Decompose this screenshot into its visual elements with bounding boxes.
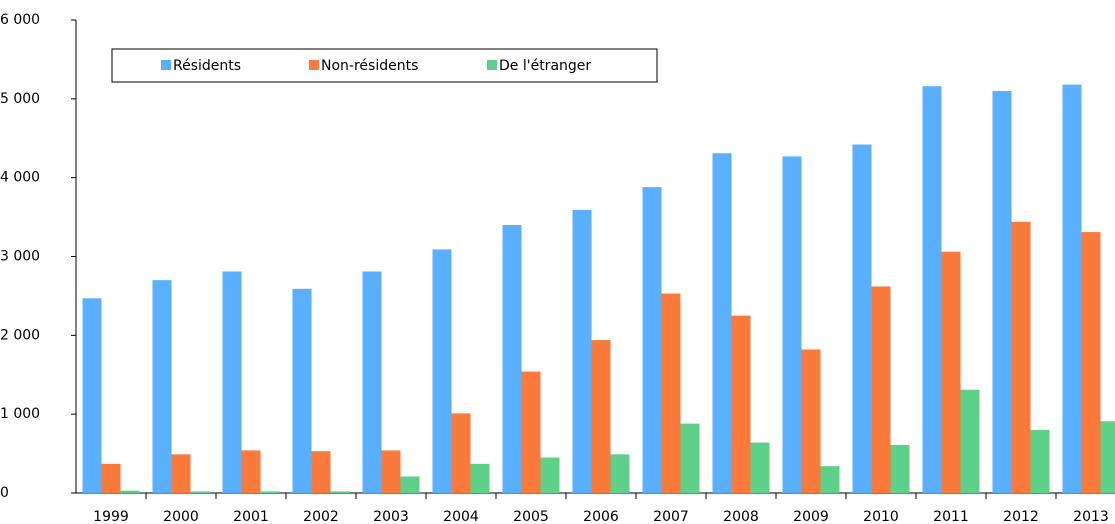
bar xyxy=(1100,421,1115,493)
x-tick-label: 2001 xyxy=(233,509,269,524)
bar xyxy=(731,315,751,493)
bar xyxy=(960,389,980,493)
bar xyxy=(922,86,942,493)
bar xyxy=(241,450,261,493)
bar xyxy=(801,349,821,493)
bar xyxy=(591,340,611,493)
bar xyxy=(1062,84,1082,493)
legend xyxy=(111,48,658,83)
bar xyxy=(190,491,210,493)
legend-swatch xyxy=(161,60,171,70)
x-tick-label: 2003 xyxy=(373,509,409,524)
x-tick-label: 2006 xyxy=(583,509,619,524)
legend-swatch xyxy=(309,60,319,70)
x-tick-label: 2011 xyxy=(933,509,969,524)
bar xyxy=(540,457,560,493)
bar xyxy=(852,144,872,493)
y-tick-label: 2 000 xyxy=(0,327,40,343)
bar xyxy=(82,298,102,493)
x-tick-label: 2000 xyxy=(163,509,199,524)
x-tick-label: 2002 xyxy=(303,509,339,524)
bar xyxy=(292,288,312,493)
bar xyxy=(661,293,681,493)
x-tick-label: 2004 xyxy=(443,509,479,524)
x-tick-label: 1999 xyxy=(93,509,129,524)
y-tick-label: 3 000 xyxy=(0,249,40,265)
x-tick-label: 2008 xyxy=(723,509,759,524)
bar xyxy=(610,454,630,493)
x-tick-label: 2009 xyxy=(793,509,829,524)
bar xyxy=(750,442,770,493)
x-tick-label: 2005 xyxy=(513,509,549,524)
bar xyxy=(362,271,382,493)
bar xyxy=(1081,232,1101,494)
y-tick-label: 1 000 xyxy=(0,406,40,422)
bar xyxy=(330,491,350,493)
bar xyxy=(890,444,910,493)
bar xyxy=(260,491,280,493)
y-tick-label: 4 000 xyxy=(0,170,40,186)
bar xyxy=(120,490,140,493)
bar xyxy=(820,466,840,493)
bar xyxy=(432,249,452,493)
legend-swatch xyxy=(487,60,497,70)
bar xyxy=(871,286,891,493)
legend-label: De l'étranger xyxy=(499,58,591,74)
bar xyxy=(642,187,662,494)
bar xyxy=(381,450,401,493)
x-tick-label: 2013 xyxy=(1073,509,1109,524)
bar xyxy=(941,251,961,493)
bar xyxy=(1030,429,1050,493)
legend-label: Non-résidents xyxy=(321,58,418,74)
bar xyxy=(171,454,191,493)
y-tick-label: 0 xyxy=(0,485,9,501)
x-tick-label: 2010 xyxy=(863,509,899,524)
bar xyxy=(712,153,732,493)
bar xyxy=(572,209,592,493)
y-tick-label: 5 000 xyxy=(0,91,40,107)
y-tick-label: 6 000 xyxy=(0,12,40,28)
bar xyxy=(311,451,331,493)
bar xyxy=(222,271,242,493)
x-tick-label: 2007 xyxy=(653,509,689,524)
bar xyxy=(400,476,420,493)
bar xyxy=(451,413,471,493)
bar xyxy=(152,280,172,493)
bar xyxy=(502,224,522,493)
bar xyxy=(101,463,121,493)
legend-label: Résidents xyxy=(173,58,241,74)
bar xyxy=(470,463,490,493)
bar xyxy=(1011,221,1031,493)
bar xyxy=(992,90,1012,493)
x-tick-label: 2012 xyxy=(1003,509,1039,524)
bar xyxy=(521,371,541,493)
bar xyxy=(680,423,700,493)
bar xyxy=(782,156,802,494)
